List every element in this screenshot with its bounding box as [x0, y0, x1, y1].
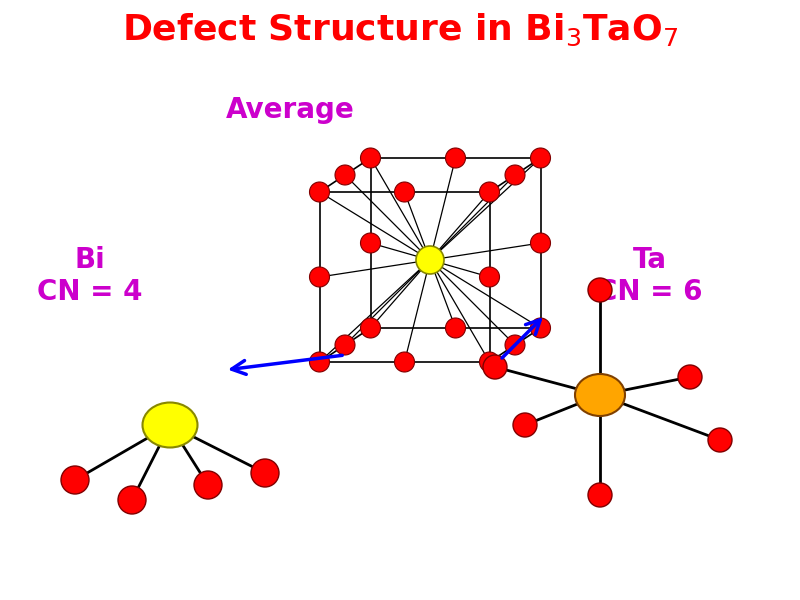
Text: CN = 4: CN = 4 — [38, 278, 142, 306]
Circle shape — [479, 267, 499, 287]
Circle shape — [708, 428, 732, 452]
Circle shape — [310, 182, 330, 202]
Circle shape — [361, 148, 381, 168]
Circle shape — [483, 355, 507, 379]
Circle shape — [530, 233, 550, 253]
Circle shape — [678, 365, 702, 389]
Circle shape — [335, 335, 355, 355]
Text: Average: Average — [226, 96, 354, 124]
Text: Bi: Bi — [74, 246, 106, 274]
Circle shape — [588, 278, 612, 302]
Circle shape — [505, 165, 525, 185]
Text: CN = 6: CN = 6 — [598, 278, 702, 306]
Circle shape — [118, 486, 146, 514]
Circle shape — [335, 165, 355, 185]
Circle shape — [310, 352, 330, 372]
Circle shape — [394, 182, 414, 202]
Circle shape — [446, 318, 466, 338]
Circle shape — [513, 413, 537, 437]
Circle shape — [479, 352, 499, 372]
Text: Defect Structure in Bi$_3$TaO$_7$: Defect Structure in Bi$_3$TaO$_7$ — [122, 12, 678, 48]
Circle shape — [361, 233, 381, 253]
Circle shape — [530, 318, 550, 338]
Circle shape — [361, 318, 381, 338]
Circle shape — [446, 148, 466, 168]
Circle shape — [251, 459, 279, 487]
Circle shape — [61, 466, 89, 494]
Circle shape — [394, 352, 414, 372]
Circle shape — [310, 267, 330, 287]
Circle shape — [416, 246, 444, 274]
Circle shape — [194, 471, 222, 499]
Circle shape — [479, 182, 499, 202]
Circle shape — [505, 335, 525, 355]
Ellipse shape — [575, 374, 625, 416]
Ellipse shape — [142, 403, 198, 448]
Circle shape — [530, 148, 550, 168]
Text: Ta: Ta — [633, 246, 667, 274]
Circle shape — [588, 483, 612, 507]
